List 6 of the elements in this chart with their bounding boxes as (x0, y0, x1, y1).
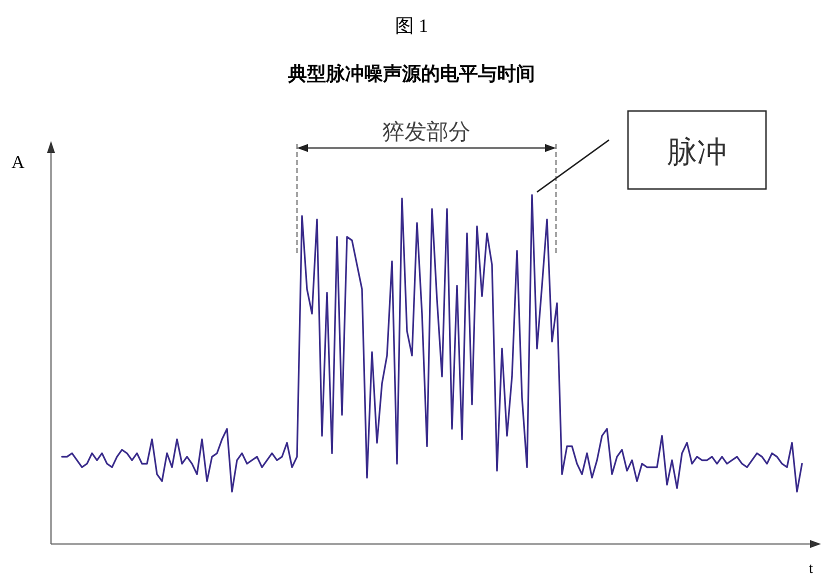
annotation: 脉冲 (667, 136, 727, 169)
title: 典型脉冲噪声源的电平与时间 (288, 64, 535, 85)
subtitle: 图 1 (394, 16, 428, 37)
annotation: 猝发部分 (382, 119, 470, 144)
xlabel: t (808, 561, 814, 577)
ylabel: A (12, 152, 24, 172)
